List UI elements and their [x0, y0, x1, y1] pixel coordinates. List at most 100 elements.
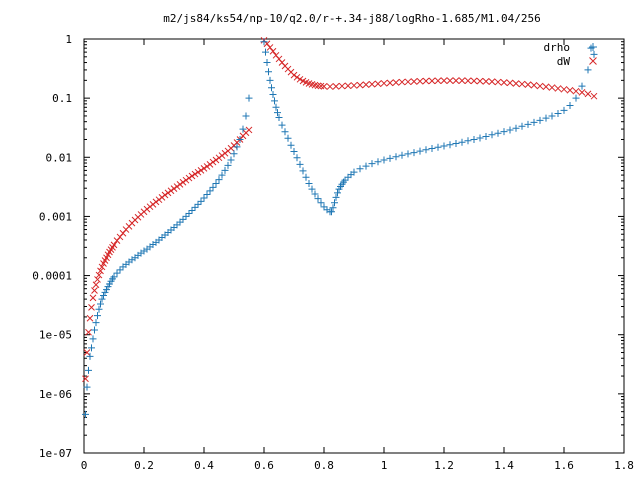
point-dw	[560, 85, 568, 93]
point-drho	[458, 138, 466, 146]
point-drho	[179, 215, 187, 223]
point-drho	[185, 210, 193, 218]
point-dw	[83, 349, 91, 356]
point-dw	[590, 92, 598, 100]
point-dw	[97, 267, 104, 275]
point-dw	[452, 77, 460, 84]
point-drho	[305, 180, 313, 188]
point-drho	[446, 141, 454, 149]
point-dw	[488, 78, 496, 86]
point-drho	[271, 97, 278, 105]
point-dw	[350, 82, 358, 89]
point-drho	[314, 195, 322, 203]
point-drho	[83, 383, 91, 391]
point-drho	[590, 50, 598, 58]
point-drho	[416, 147, 424, 155]
point-dw	[269, 47, 277, 55]
point-drho	[191, 203, 199, 211]
point-dw	[290, 71, 298, 79]
point-dw	[572, 87, 580, 95]
point-drho	[272, 103, 280, 111]
point-drho	[470, 135, 478, 143]
point-drho	[494, 129, 502, 137]
point-dw	[434, 77, 442, 85]
point-dw	[530, 81, 538, 89]
point-dw	[91, 287, 98, 294]
point-drho	[209, 183, 217, 191]
point-drho	[230, 150, 238, 158]
point-dw	[440, 77, 448, 84]
x-tick-label: 0.6	[254, 459, 274, 472]
point-drho	[482, 132, 490, 140]
point-drho	[212, 180, 220, 188]
point-drho	[392, 153, 400, 161]
legend: drho dW	[544, 41, 597, 68]
point-dw	[584, 90, 592, 98]
point-drho	[245, 94, 253, 102]
point-dw	[188, 172, 196, 180]
x-tick-label: 1.6	[554, 459, 574, 472]
point-drho	[236, 135, 244, 143]
point-dw	[554, 85, 562, 92]
x-tick-label: 1.2	[434, 459, 454, 472]
point-drho	[410, 149, 418, 157]
point-drho	[113, 269, 121, 277]
point-dw	[368, 80, 376, 88]
point-drho	[554, 109, 562, 117]
point-drho	[197, 197, 205, 205]
point-dw	[116, 233, 124, 241]
point-drho	[398, 151, 406, 159]
point-dw	[524, 81, 532, 89]
point-drho	[233, 143, 241, 151]
point-dw	[170, 185, 178, 192]
point-drho	[524, 120, 532, 128]
point-dw	[578, 89, 586, 96]
point-drho	[506, 126, 514, 134]
point-drho	[98, 295, 106, 303]
point-dw	[85, 328, 92, 336]
point-drho	[428, 144, 436, 152]
y-tick-label: 0.0001	[32, 270, 72, 283]
point-dw	[110, 241, 118, 249]
point-drho	[200, 194, 208, 202]
point-drho	[218, 171, 226, 179]
point-drho	[341, 176, 349, 184]
point-drho	[110, 273, 118, 281]
point-drho	[266, 76, 274, 84]
point-drho	[86, 352, 94, 360]
point-dw	[245, 126, 253, 134]
point-drho	[311, 190, 319, 198]
point-dw	[416, 77, 424, 85]
point-dw	[94, 276, 101, 283]
y-tick-label: 0.1	[52, 92, 72, 105]
point-drho	[488, 131, 496, 139]
point-dw	[332, 83, 340, 90]
point-dw	[200, 164, 208, 172]
point-drho	[566, 102, 574, 110]
point-drho	[404, 150, 412, 158]
point-dw	[494, 78, 502, 86]
point-dw	[506, 79, 514, 87]
point-drho	[296, 160, 304, 168]
data-marks	[82, 36, 598, 418]
point-dw	[86, 314, 94, 322]
plot-frame	[83, 38, 625, 454]
point-drho	[284, 134, 292, 142]
point-drho	[380, 156, 388, 164]
point-dw	[89, 294, 97, 302]
point-drho	[476, 134, 484, 142]
y-tick-label: 1	[65, 33, 72, 46]
point-dw	[266, 44, 274, 51]
point-drho	[464, 137, 472, 145]
point-dw	[548, 84, 556, 91]
point-drho	[89, 335, 97, 343]
point-dw	[512, 80, 520, 87]
y-tick-label: 1e-07	[39, 447, 72, 460]
point-drho	[293, 154, 301, 162]
point-dw	[566, 86, 574, 94]
point-dw	[392, 79, 400, 86]
point-drho	[530, 118, 538, 126]
point-dw	[428, 77, 436, 85]
point-drho	[518, 122, 526, 130]
